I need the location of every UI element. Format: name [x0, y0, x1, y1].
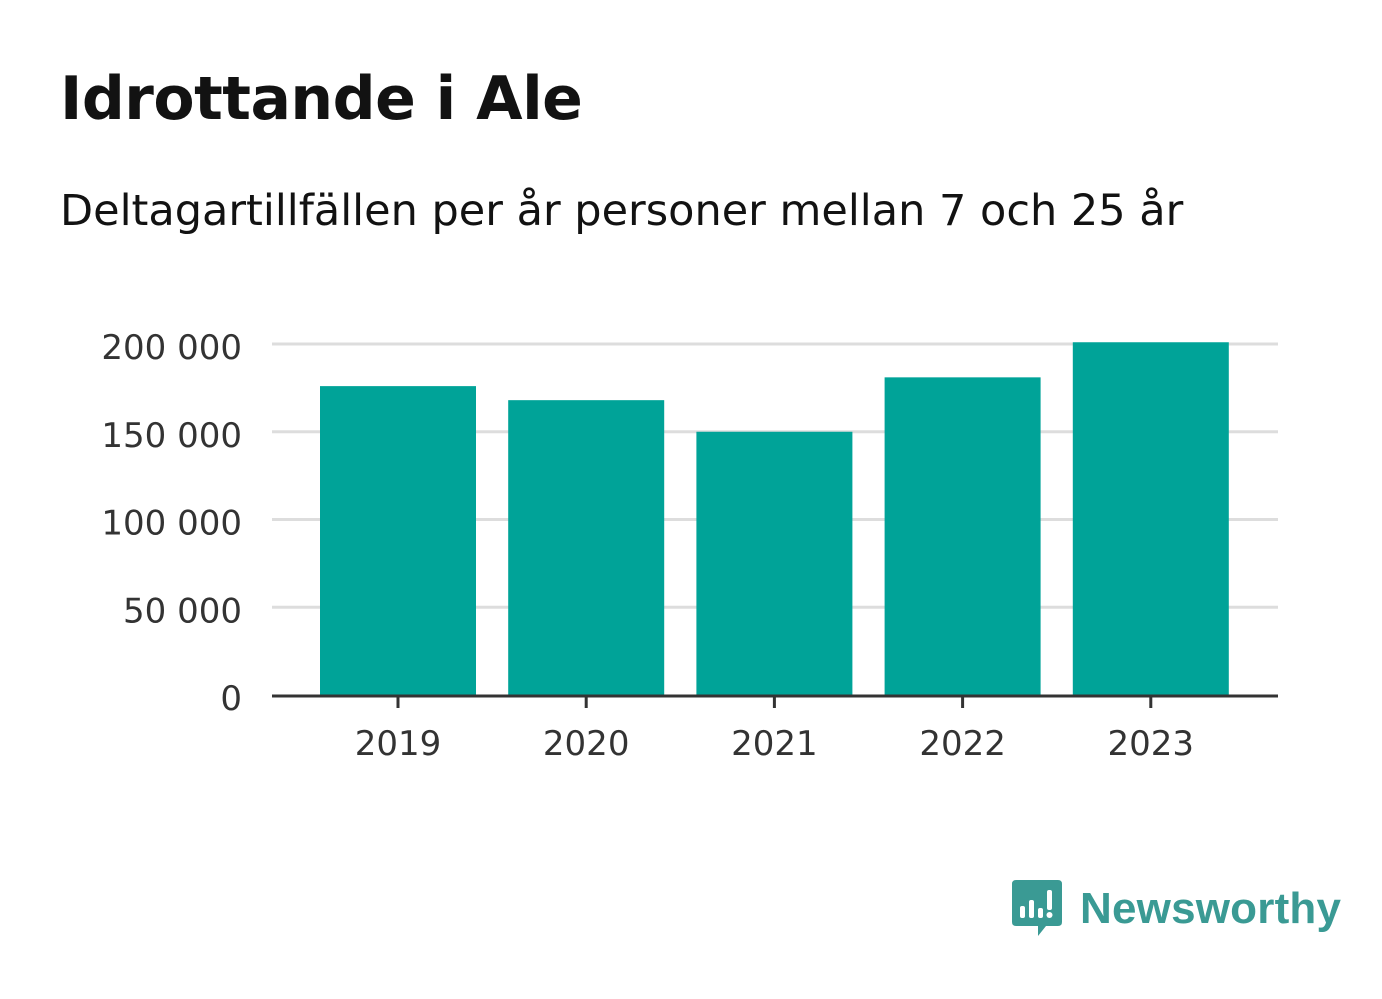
axes: 0 50 000 100 000 150 000 200 000 2019 2020 2021… [101, 328, 1278, 764]
chart-title: Idrottande i Ale [60, 64, 583, 134]
bar [696, 431, 853, 695]
newsworthy-logo-icon [1012, 880, 1062, 936]
x-tick-label: 2019 [355, 724, 442, 764]
brand-name: Newsworthy [1080, 884, 1342, 933]
x-tick-label: 2020 [543, 724, 630, 764]
bar [508, 400, 665, 695]
x-tick-label: 2022 [919, 724, 1006, 764]
y-tick-label: 50 000 [123, 591, 242, 631]
y-tick-label: 150 000 [101, 416, 242, 456]
x-tick-label: 2021 [731, 724, 818, 764]
bars [320, 342, 1229, 695]
brand-logo: Newsworthy [1010, 878, 1341, 940]
bar [320, 386, 476, 695]
chart-subtitle: Deltagartillfällen per år personer mella… [60, 186, 1184, 236]
y-tick-label: 100 000 [101, 504, 242, 544]
bar [1072, 342, 1229, 695]
bar [884, 377, 1041, 695]
y-tick-label: 200 000 [101, 328, 242, 368]
x-tick-label: 2023 [1108, 724, 1195, 764]
y-tick-label: 0 [220, 679, 242, 719]
